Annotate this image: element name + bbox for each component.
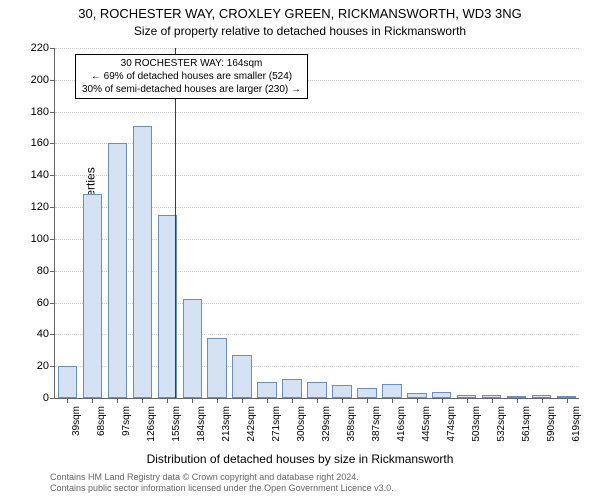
x-tick-label: 39sqm <box>71 406 82 436</box>
annotation-box: 30 ROCHESTER WAY: 164sqm ← 69% of detach… <box>75 54 308 99</box>
y-tick-label: 220 <box>21 42 49 54</box>
chart-container: 30, ROCHESTER WAY, CROXLEY GREEN, RICKMA… <box>0 0 600 500</box>
y-tick-label: 20 <box>21 360 49 372</box>
x-tick-label: 387sqm <box>371 406 382 442</box>
x-tick-label: 561sqm <box>521 406 532 442</box>
x-tick-label: 619sqm <box>571 406 582 442</box>
x-tick-label: 242sqm <box>246 406 257 442</box>
y-tick-label: 40 <box>21 328 49 340</box>
y-tick-label: 140 <box>21 169 49 181</box>
x-tick-label: 416sqm <box>396 406 407 442</box>
y-tick-label: 0 <box>21 392 49 404</box>
y-tick-label: 120 <box>21 201 49 213</box>
y-tick-label: 100 <box>21 233 49 245</box>
x-tick-label: 503sqm <box>471 406 482 442</box>
plot-area: 020406080100120140160180200220 39sqm68sq… <box>54 48 579 399</box>
x-tick-label: 68sqm <box>96 406 107 436</box>
x-tick-label: 590sqm <box>546 406 557 442</box>
chart-title: 30, ROCHESTER WAY, CROXLEY GREEN, RICKMA… <box>0 6 600 21</box>
x-tick-label: 155sqm <box>171 406 182 442</box>
footer-line1: Contains HM Land Registry data © Crown c… <box>50 472 394 483</box>
x-tick-label: 532sqm <box>496 406 507 442</box>
y-tick-label: 80 <box>21 265 49 277</box>
annotation-line3: 30% of semi-detached houses are larger (… <box>82 83 301 96</box>
x-tick-label: 474sqm <box>446 406 457 442</box>
x-tick-label: 97sqm <box>121 406 132 436</box>
x-tick-label: 271sqm <box>271 406 282 442</box>
x-ticks: 39sqm68sqm97sqm126sqm155sqm184sqm213sqm2… <box>55 48 579 398</box>
annotation-line2: ← 69% of detached houses are smaller (52… <box>82 70 301 83</box>
x-tick-label: 300sqm <box>296 406 307 442</box>
chart-subtitle: Size of property relative to detached ho… <box>0 24 600 38</box>
x-tick-label: 126sqm <box>146 406 157 442</box>
y-tick-label: 200 <box>21 74 49 86</box>
x-tick-label: 358sqm <box>346 406 357 442</box>
x-tick-label: 445sqm <box>421 406 432 442</box>
footer: Contains HM Land Registry data © Crown c… <box>50 472 394 494</box>
y-tick-label: 60 <box>21 297 49 309</box>
x-tick-label: 329sqm <box>321 406 332 442</box>
footer-line2: Contains public sector information licen… <box>50 483 394 494</box>
x-tick-label: 184sqm <box>196 406 207 442</box>
x-axis-label: Distribution of detached houses by size … <box>0 452 600 466</box>
y-tick-label: 160 <box>21 137 49 149</box>
annotation-line1: 30 ROCHESTER WAY: 164sqm <box>82 57 301 70</box>
y-tick-label: 180 <box>21 106 49 118</box>
x-tick-label: 213sqm <box>221 406 232 442</box>
